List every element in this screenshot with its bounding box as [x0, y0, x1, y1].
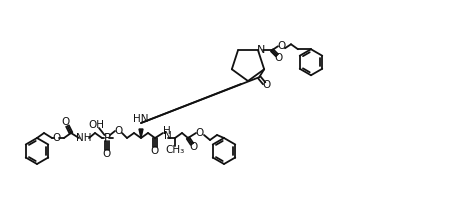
Text: O: O: [150, 146, 159, 156]
Text: N: N: [256, 45, 265, 55]
Text: O: O: [274, 53, 283, 63]
Text: CH₃: CH₃: [165, 145, 184, 155]
Text: OH: OH: [89, 119, 104, 129]
Text: O: O: [61, 117, 69, 127]
Text: O: O: [189, 143, 198, 153]
Text: H: H: [163, 126, 170, 136]
Text: O: O: [278, 41, 286, 51]
Text: N: N: [163, 131, 171, 141]
Text: O: O: [115, 126, 123, 136]
Text: O: O: [261, 80, 270, 90]
Text: O: O: [103, 149, 111, 159]
Polygon shape: [139, 129, 143, 138]
Text: HN: HN: [133, 114, 149, 124]
Text: P: P: [103, 131, 110, 145]
Text: O: O: [196, 128, 204, 138]
Text: NH: NH: [76, 133, 91, 143]
Text: O: O: [53, 133, 61, 143]
